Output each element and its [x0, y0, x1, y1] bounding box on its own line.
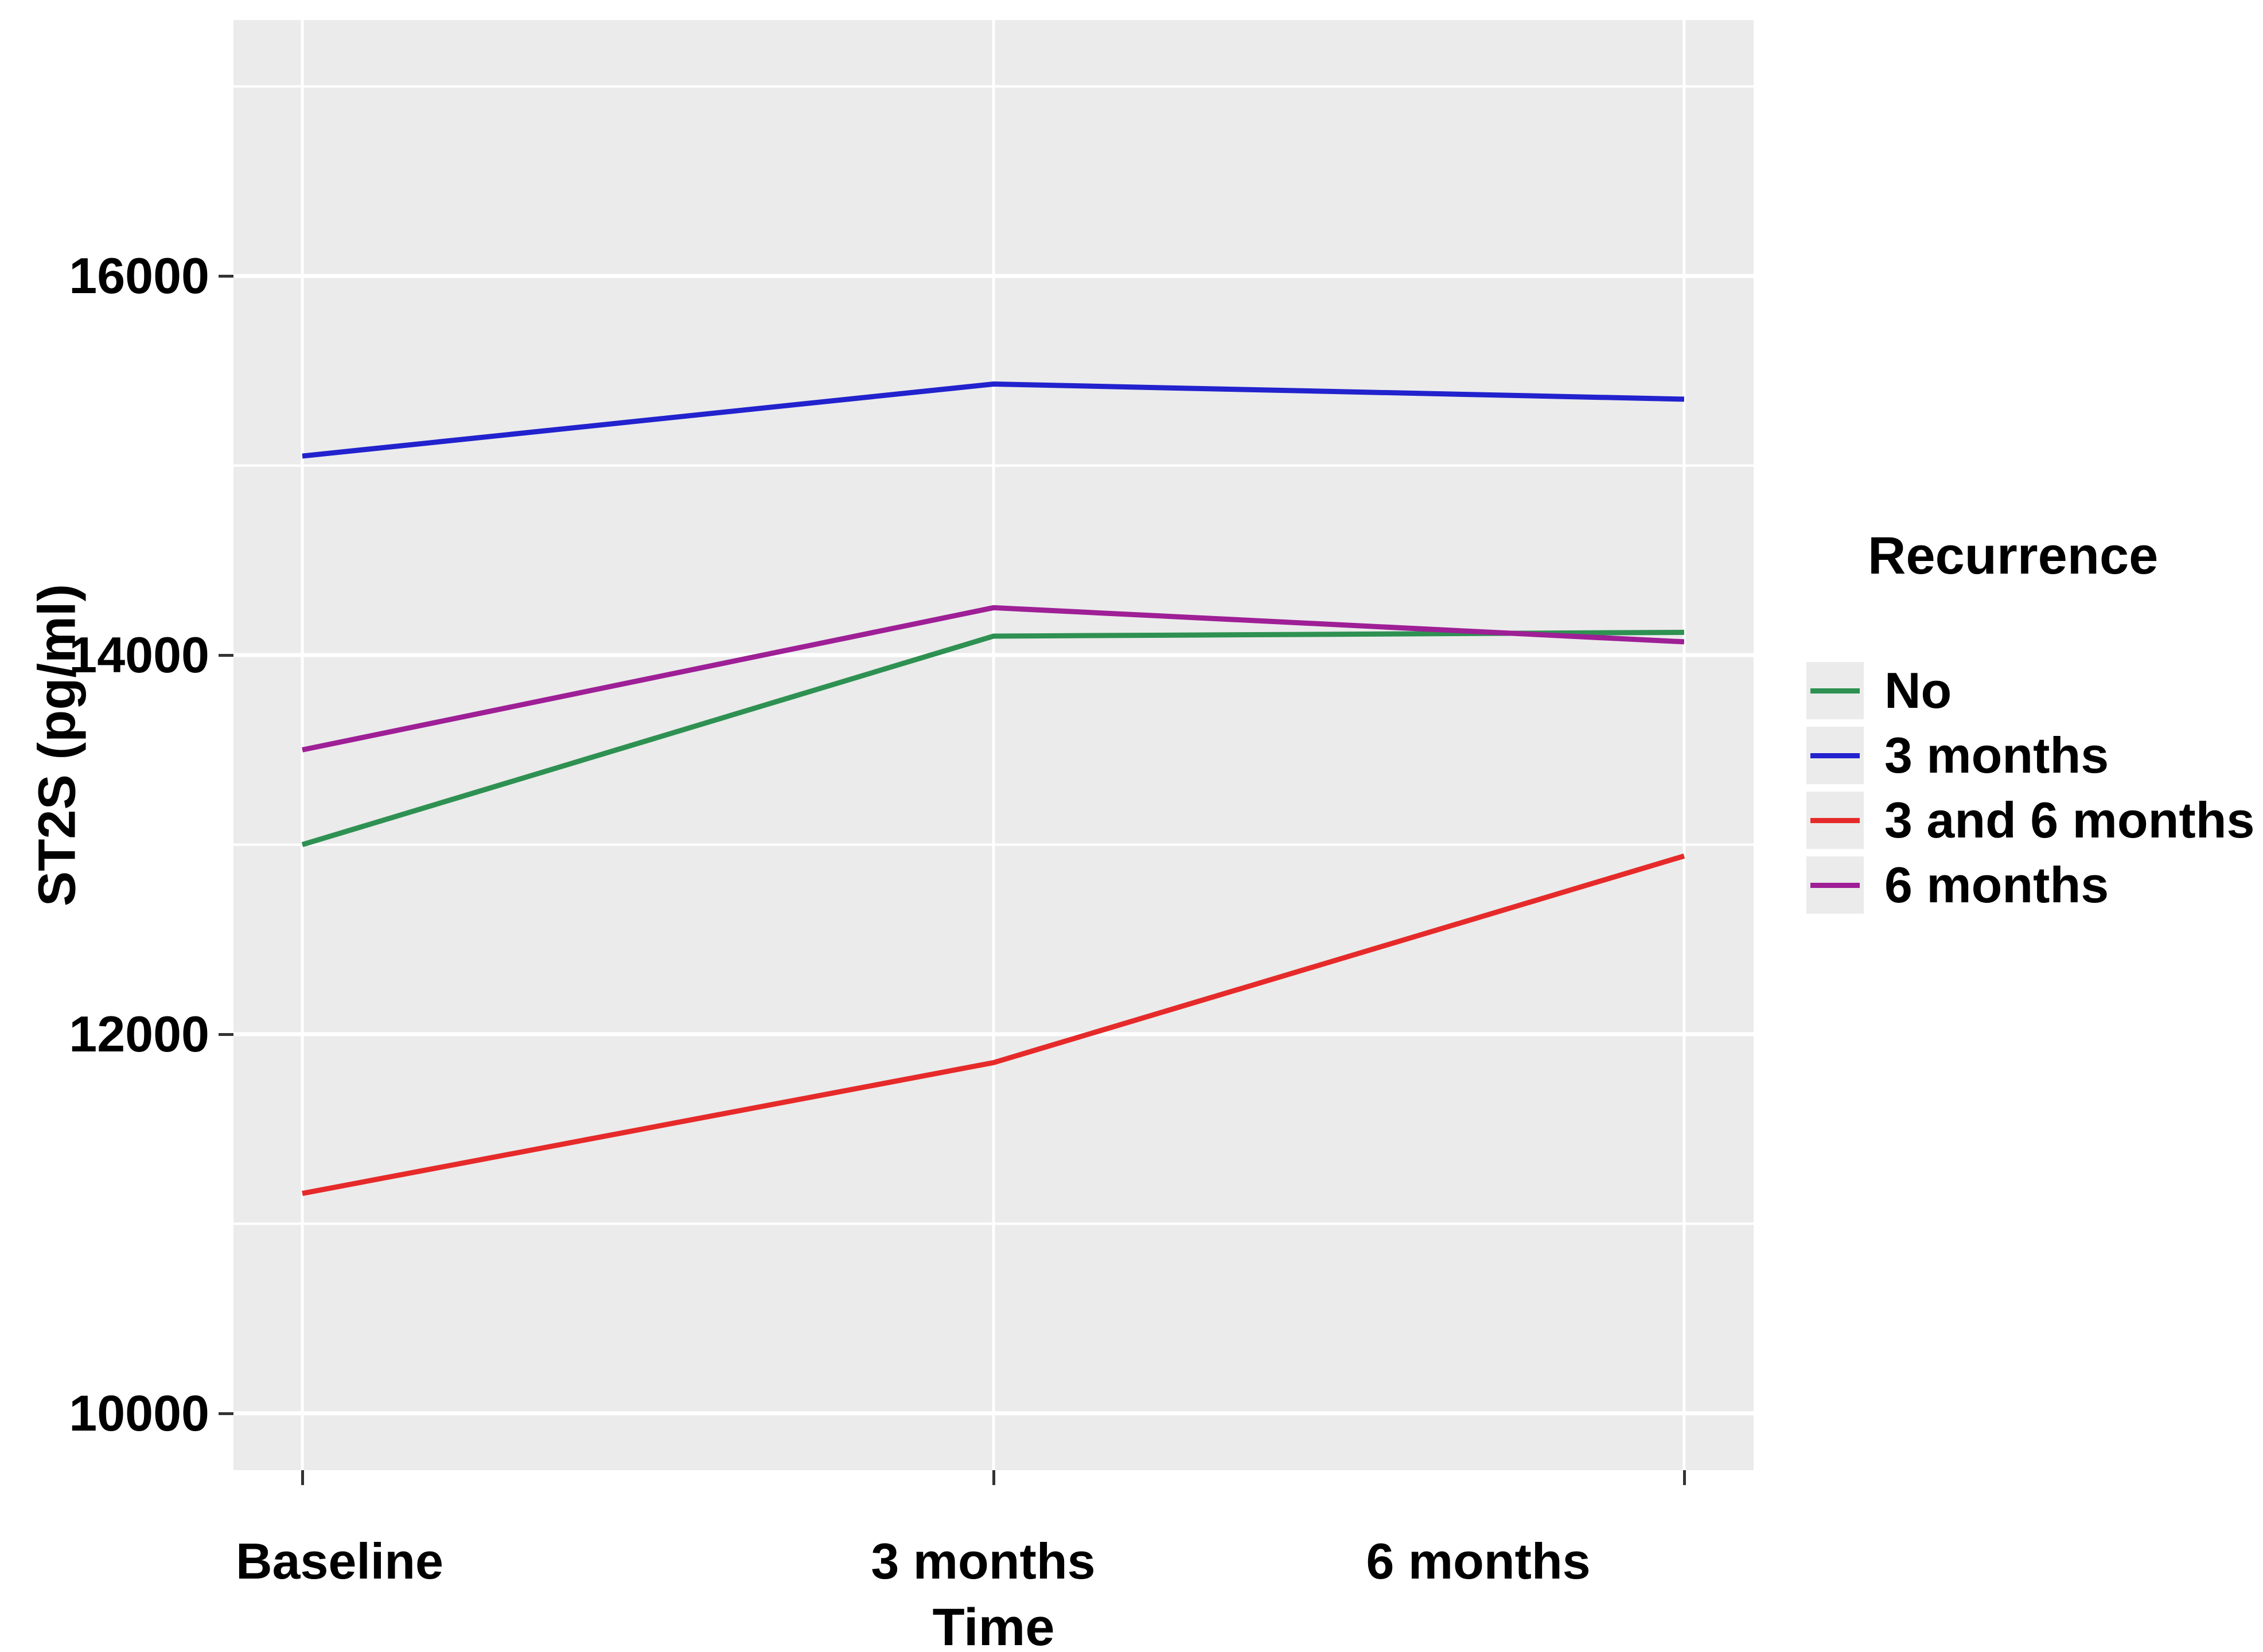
- y-tick-mark: [219, 654, 233, 657]
- y-axis-title: ST2S (pg/ml): [28, 583, 87, 907]
- series-line-no: [301, 629, 1684, 847]
- legend-key: [1806, 662, 1864, 719]
- x-axis-title: Time: [932, 1598, 1055, 1652]
- y-tick-mark: [219, 1412, 233, 1415]
- x-tick-label: Baseline: [235, 1533, 443, 1589]
- y-tick-label: 12000: [69, 1005, 209, 1062]
- chart-panel: [233, 20, 1754, 1470]
- legend-title: Recurrence: [1868, 527, 2159, 585]
- y-tick-mark: [219, 1032, 233, 1036]
- legend-key: [1806, 792, 1864, 849]
- legend-label: 3 months: [1884, 727, 2109, 784]
- series-line-3-and-6-months: [302, 854, 1685, 1196]
- legend-key-line-icon: [1810, 688, 1860, 693]
- x-tick-label: 6 months: [1366, 1533, 1591, 1589]
- legend-label: No: [1884, 662, 1952, 719]
- legend-key: [1806, 727, 1864, 784]
- x-tick-mark: [301, 1470, 305, 1485]
- x-tick-label: 3 months: [871, 1533, 1096, 1589]
- legend-key-line-icon: [1810, 818, 1860, 823]
- x-tick-mark: [1682, 1470, 1686, 1485]
- plot-area: [233, 20, 1754, 1470]
- legend-label: 6 months: [1884, 856, 2109, 913]
- series-line-3-months: [302, 381, 1684, 459]
- y-tick-label: 14000: [69, 626, 209, 684]
- y-tick-label: 16000: [69, 247, 209, 305]
- y-tick-label: 10000: [69, 1384, 209, 1441]
- legend-key-line-icon: [1810, 753, 1860, 758]
- legend-key: [1806, 856, 1864, 914]
- legend-label: 3 and 6 months: [1884, 792, 2255, 848]
- y-tick-mark: [219, 275, 233, 278]
- series-line-6-months: [302, 605, 1685, 753]
- x-tick-mark: [992, 1470, 995, 1485]
- legend-key-line-icon: [1810, 883, 1860, 888]
